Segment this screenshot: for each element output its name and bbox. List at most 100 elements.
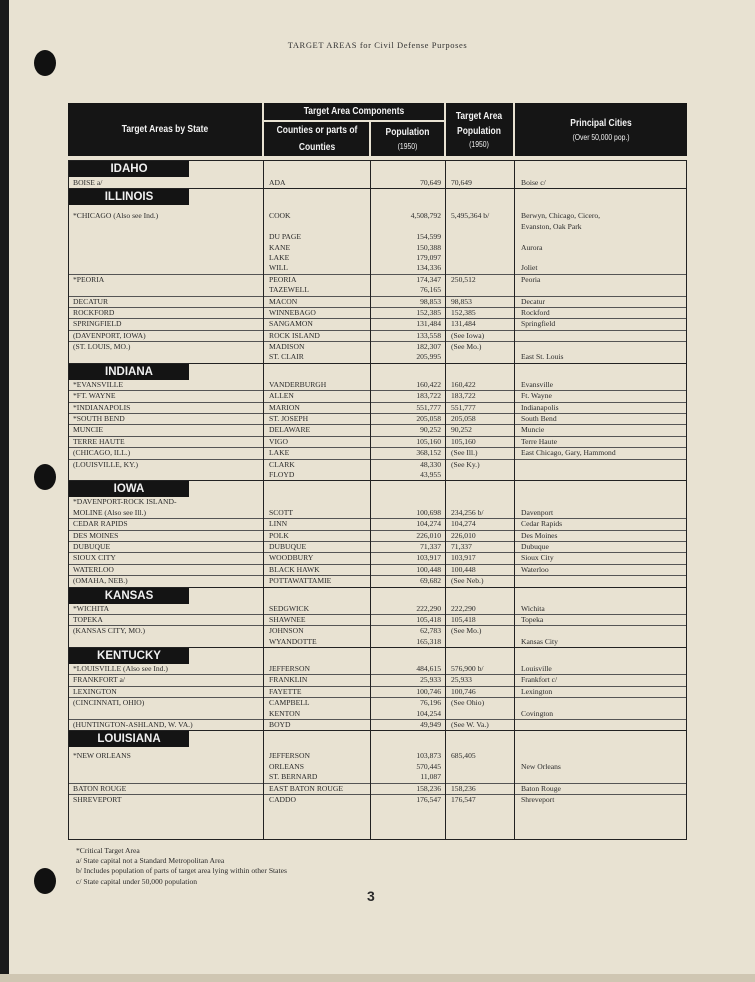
target-area-population-cell: 222,290	[451, 603, 476, 613]
target-area-cell: FRANKFORT a/	[73, 675, 125, 685]
table-row: (ST. LOUIS, MO.) MADISON 182,307 (See Mo.) S…	[69, 342, 686, 363]
county-population-cell: 150,388	[416, 242, 441, 252]
target-area-cell: CEDAR RAPIDS	[73, 519, 128, 529]
table-row: FRANKFORT a/FRANKLIN 25,933 25,933 Frankfor…	[69, 675, 686, 687]
county-population-cell: 43,955	[420, 469, 441, 479]
target-area-population-cell: 158,236	[451, 783, 476, 793]
header-divider	[444, 103, 446, 156]
county-population-cell: 100,698	[416, 507, 441, 517]
table-line: (CHICAGO, ILL.) LAKE 368,152 (See Ill.) East…	[69, 448, 686, 458]
county-population-cell: 176,547	[416, 794, 441, 804]
principal-cities-cell: Kansas City	[521, 636, 558, 646]
target-area-population-cell: 234,256 b/	[451, 507, 484, 517]
county-population-cell: 76,165	[420, 285, 441, 295]
table-line: TAZEWELL 76,165	[69, 285, 686, 295]
target-area-cell: (HUNTINGTON-ASHLAND, W. VA.)	[73, 720, 193, 730]
target-area-cell: *CHICAGO (Also see Ind.)	[73, 211, 159, 221]
county-cell: KANE	[269, 242, 291, 252]
target-area-population-cell: (See Ill.)	[451, 448, 478, 458]
principal-cities-cell: Davenport	[521, 507, 554, 517]
state-label: ILLINOIS	[69, 189, 189, 206]
column-divider	[514, 161, 515, 839]
principal-cities-cell: Boise c/	[521, 178, 546, 187]
header-population-label: Population	[385, 127, 430, 138]
county-cell: COOK	[269, 211, 291, 221]
county-cell: DUBUQUE	[269, 541, 307, 551]
header-cities-note: (Over 50,000 pop.)	[572, 133, 630, 142]
county-cell: ST. CLAIR	[269, 352, 304, 362]
table-row: (CINCINNATI, OHIO) CAMPBELL 76,196 (See Ohi…	[69, 698, 686, 721]
target-area-population-cell: (See Ohio)	[451, 698, 485, 708]
footnote-c: c/ State capital under 50,000 population	[76, 876, 198, 886]
header-principal-cities: Principal Cities (Over 50,000 pop.)	[528, 103, 674, 156]
table-line: WYANDOTTE 165,318 Kansas City	[69, 637, 686, 647]
table-line: (HUNTINGTON-ASHLAND, W. VA.) BOYD 49,949 (S…	[69, 720, 686, 730]
table-line: *WICHITA SEDGWICK 222,290 222,290 Wichita	[69, 604, 686, 614]
target-area-cell: TOPEKA	[73, 614, 103, 624]
target-area-cell: TERRE HAUTE	[73, 436, 125, 446]
header-divider	[262, 103, 264, 156]
target-area-population-cell: 250,512	[451, 274, 476, 284]
table-row: MUNCIE DELAWARE 90,252 90,252 Muncie	[69, 425, 686, 437]
target-area-population-cell: 98,853	[451, 296, 472, 306]
table-line: DECATUR MACON 98,853 98,853 Decatur	[69, 297, 686, 307]
county-population-cell: 484,615	[416, 664, 441, 674]
table-row: DECATUR MACON 98,853 98,853 Decatur	[69, 297, 686, 308]
county-cell: JEFFERSON	[269, 751, 310, 761]
table-row: *WICHITA SEDGWICK 222,290 222,290 Wichita	[69, 604, 686, 615]
table-line: MUNCIE DELAWARE 90,252 90,252 Muncie	[69, 425, 686, 435]
target-area-cell: (DAVENPORT, IOWA)	[73, 330, 146, 340]
county-cell: WINNEBAGO	[269, 307, 316, 317]
principal-cities-cell: Lexington	[521, 686, 553, 696]
state-section-header: IOWA	[69, 480, 686, 498]
county-population-cell: 104,254	[416, 708, 441, 718]
county-population-cell: 183,722	[416, 391, 441, 401]
target-area-population-cell: 103,917	[451, 553, 476, 563]
principal-cities-cell: Terre Haute	[521, 436, 557, 446]
footnote-a: a/ State capital not a Standard Metropol…	[76, 856, 225, 866]
punch-hole	[34, 868, 56, 894]
principal-cities-cell: Topeka	[521, 614, 544, 624]
target-area-cell: SPRINGFIELD	[73, 319, 122, 329]
table-header: Target Areas by State Target Area Compon…	[68, 103, 687, 156]
county-cell: DU PAGE	[269, 232, 301, 242]
target-area-population-cell: 25,933	[451, 675, 472, 685]
target-area-population-cell: 576,900 b/	[451, 664, 484, 674]
county-cell: WOODBURY	[269, 553, 314, 563]
principal-cities-cell: Berwyn, Chicago, Cicero,	[521, 211, 601, 221]
county-population-cell: 90,252	[420, 425, 441, 435]
table-row: *SOUTH BEND ST. JOSEPH 205,058 205,058 South…	[69, 414, 686, 426]
table-row: ROCKFORD WINNEBAGO 152,385 152,385 Rockford	[69, 308, 686, 320]
table-line: *CHICAGO (Also see Ind.) COOK 4,508,792 5,4…	[69, 211, 686, 221]
county-population-cell: 179,097	[416, 252, 441, 262]
table-line: ROCKFORD WINNEBAGO 152,385 152,385 Rockford	[69, 308, 686, 318]
table-row: TERRE HAUTE VIGO 105,160 105,160 Terre Haute	[69, 437, 686, 449]
county-cell: DELAWARE	[269, 425, 311, 435]
target-area-cell: BOISE a/	[73, 178, 103, 187]
target-area-cell: *PEORIA	[73, 274, 105, 284]
table-line: WILL 134,336 Joliet	[69, 263, 686, 273]
county-population-cell: 103,917	[416, 553, 441, 563]
target-area-cell: (ST. LOUIS, MO.)	[73, 342, 131, 352]
county-cell: ORLEANS	[269, 761, 305, 771]
table-line: *INDIANAPOLIS MARION 551,777 551,777 Indiana…	[69, 403, 686, 413]
table-row: (OMAHA, NEB.) POTTAWATTAMIE 69,682 (See Neb…	[69, 576, 686, 586]
binder-edge	[0, 0, 9, 982]
county-population-cell: 76,196	[420, 698, 441, 708]
table-line: CEDAR RAPIDS LINN 104,274 104,274 Cedar Rapi…	[69, 519, 686, 529]
target-area-cell: (CINCINNATI, OHIO)	[73, 698, 145, 708]
county-population-cell: 182,307	[416, 342, 441, 352]
county-cell: CAMPBELL	[269, 698, 310, 708]
county-population-cell: 570,445	[416, 761, 441, 771]
table-line: (OMAHA, NEB.) POTTAWATTAMIE 69,682 (See Neb…	[69, 576, 686, 586]
table-line: TERRE HAUTE VIGO 105,160 105,160 Terre Haute	[69, 437, 686, 447]
county-cell: WYANDOTTE	[269, 636, 317, 646]
principal-cities-cell: Rockford	[521, 307, 550, 317]
principal-cities-cell: Decatur	[521, 296, 546, 306]
county-population-cell: 104,274	[416, 519, 441, 529]
header-population-year: (1950)	[397, 142, 418, 151]
target-area-cell: BATON ROUGE	[73, 783, 127, 793]
principal-cities-cell: Des Moines	[521, 530, 558, 540]
principal-cities-cell: Indianapolis	[521, 402, 559, 412]
table-row: (HUNTINGTON-ASHLAND, W. VA.) BOYD 49,949 (S…	[69, 720, 686, 730]
